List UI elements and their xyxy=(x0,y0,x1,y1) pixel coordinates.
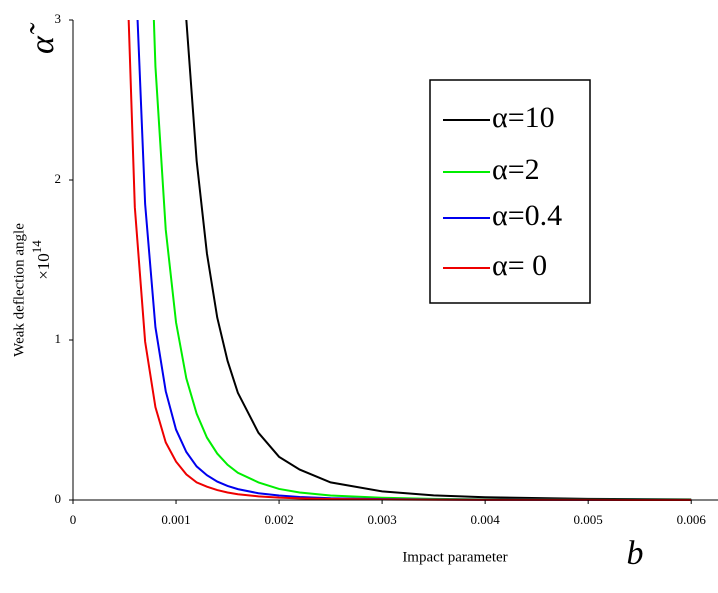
y-scale-exponent: 14 xyxy=(29,240,44,254)
x-symbol: b xyxy=(627,535,644,572)
legend-label: α=2 xyxy=(492,153,540,186)
legend-label: α=0.4 xyxy=(492,199,562,232)
y-tick-label: 1 xyxy=(55,331,62,346)
y-scale-base: ×10 xyxy=(34,253,53,280)
y-tick-label: 3 xyxy=(55,11,62,26)
y-symbol: α̃ xyxy=(24,22,61,54)
legend-label: α=10 xyxy=(492,101,555,134)
x-tick-label: 0.002 xyxy=(264,512,293,527)
x-tick-label: 0.005 xyxy=(574,512,603,527)
legend-box xyxy=(429,79,591,304)
x-tick-label: 0.001 xyxy=(161,512,190,527)
y-tick-label: 0 xyxy=(55,491,62,506)
series-line xyxy=(127,20,692,501)
series-line xyxy=(185,20,692,501)
y-tick-label: 2 xyxy=(55,171,62,186)
legend: α=10 α=2 α=0.4 α= 0 xyxy=(443,101,562,282)
plot-area xyxy=(127,20,692,501)
x-tick-label: 0.006 xyxy=(677,512,707,527)
legend-label: α= 0 xyxy=(492,249,547,282)
series-line xyxy=(152,20,692,501)
y-label: Weak deflection angle xyxy=(11,223,27,357)
series-line xyxy=(136,20,692,501)
x-tick-label: 0 xyxy=(70,512,77,527)
x-label: Impact parameter xyxy=(402,549,507,565)
x-tick-label: 0.003 xyxy=(367,512,396,527)
x-tick-label: 0.004 xyxy=(471,512,501,527)
y-scale: ×1014 xyxy=(29,240,53,280)
